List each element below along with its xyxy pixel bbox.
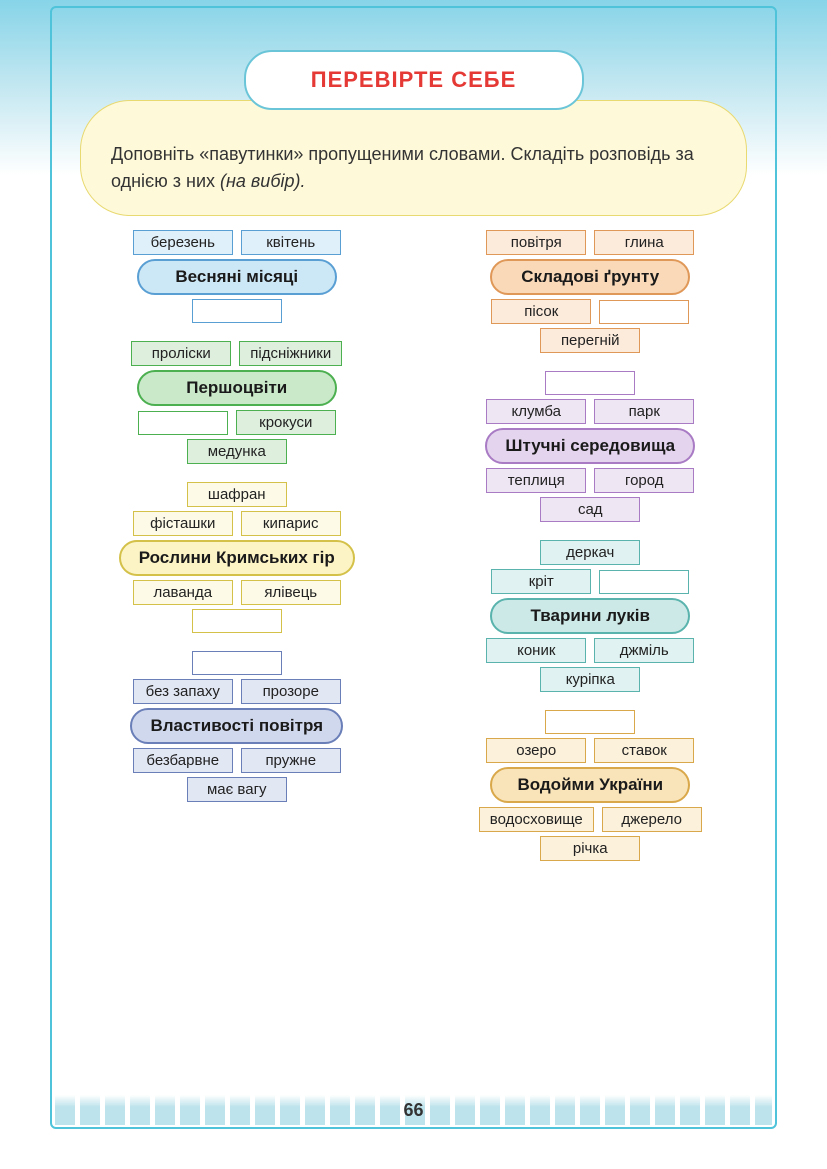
center-node: Складові ґрунту xyxy=(490,259,690,295)
leaf-node: кипарис xyxy=(241,511,341,536)
leaf-row: клумба парк xyxy=(429,399,753,424)
leaf-node-empty xyxy=(545,710,635,734)
leaf-row xyxy=(75,651,399,675)
web: без запаху прозоре Властивості повітря безб… xyxy=(75,651,399,802)
leaf-row: річка xyxy=(429,836,753,861)
leaf-node: джерело xyxy=(602,807,702,832)
center-node: Першоцвіти xyxy=(137,370,337,406)
leaf-node-empty xyxy=(192,609,282,633)
leaf-node-empty xyxy=(545,371,635,395)
column-0: березень квітень Весняні місяці проліски під… xyxy=(75,230,399,1109)
leaf-row: деркач xyxy=(429,540,753,565)
leaf-row: крокуси xyxy=(75,410,399,435)
leaf-row: безбарвне пружне xyxy=(75,748,399,773)
leaf-node: фісташки xyxy=(133,511,233,536)
leaf-row: проліски підсніжники xyxy=(75,341,399,366)
leaf-row: водосховище джерело xyxy=(429,807,753,832)
leaf-node: город xyxy=(594,468,694,493)
leaf-row: має вагу xyxy=(75,777,399,802)
leaf-node: без запаху xyxy=(133,679,233,704)
leaf-node: деркач xyxy=(540,540,640,565)
instruction-em: (на вибір). xyxy=(220,171,305,191)
leaf-node: березень xyxy=(133,230,233,255)
leaf-node: водосховище xyxy=(479,807,594,832)
leaf-node-empty xyxy=(138,411,228,435)
leaf-row: теплиця город xyxy=(429,468,753,493)
leaf-node: крокуси xyxy=(236,410,336,435)
leaf-node: перегній xyxy=(540,328,640,353)
leaf-row: без запаху прозоре xyxy=(75,679,399,704)
leaf-node: шафран xyxy=(187,482,287,507)
column-1: повітря глина Складові ґрунту пісок перегній… xyxy=(429,230,753,1109)
webs-container: березень квітень Весняні місяці проліски під… xyxy=(75,230,752,1109)
leaf-row: шафран xyxy=(75,482,399,507)
leaf-node: повітря xyxy=(486,230,586,255)
leaf-node: підсніжники xyxy=(239,341,342,366)
leaf-node: прозоре xyxy=(241,679,341,704)
leaf-row: куріпка xyxy=(429,667,753,692)
leaf-node: лаванда xyxy=(133,580,233,605)
leaf-node: пісок xyxy=(491,299,591,324)
leaf-row: лаванда ялівець xyxy=(75,580,399,605)
leaf-row: кріт xyxy=(429,569,753,594)
leaf-node-empty xyxy=(192,299,282,323)
leaf-row xyxy=(429,371,753,395)
leaf-node: безбарвне xyxy=(133,748,233,773)
leaf-node: ставок xyxy=(594,738,694,763)
leaf-node: проліски xyxy=(131,341,231,366)
leaf-node: медунка xyxy=(187,439,287,464)
center-node: Тварини луків xyxy=(490,598,690,634)
leaf-node-empty xyxy=(599,300,689,324)
leaf-row xyxy=(75,299,399,323)
page-title: ПЕРЕВІРТЕ СЕБЕ xyxy=(244,50,584,110)
leaf-node: коник xyxy=(486,638,586,663)
leaf-node-empty xyxy=(599,570,689,594)
leaf-node: куріпка xyxy=(540,667,640,692)
leaf-node: кріт xyxy=(491,569,591,594)
instruction-box: Доповніть «павутинки» пропущеними словам… xyxy=(80,100,747,216)
leaf-row: фісташки кипарис xyxy=(75,511,399,536)
leaf-node: джміль xyxy=(594,638,694,663)
leaf-node: пружне xyxy=(241,748,341,773)
center-node: Весняні місяці xyxy=(137,259,337,295)
leaf-node: парк xyxy=(594,399,694,424)
leaf-row: коник джміль xyxy=(429,638,753,663)
center-node: Рослини Кримських гір xyxy=(119,540,355,576)
leaf-row: березень квітень xyxy=(75,230,399,255)
web: клумба парк Штучні середовища теплиця город с… xyxy=(429,371,753,522)
web: проліски підсніжники Першоцвіти крокуси меду… xyxy=(75,341,399,464)
web: озеро ставок Водойми України водосховище дже… xyxy=(429,710,753,861)
leaf-node: річка xyxy=(540,836,640,861)
leaf-node-empty xyxy=(192,651,282,675)
web: шафран фісташки кипарис Рослини Кримських г… xyxy=(75,482,399,633)
leaf-node: теплиця xyxy=(486,468,586,493)
instruction-text: Доповніть «павутинки» пропущеними словам… xyxy=(111,144,694,191)
page-number: 66 xyxy=(403,1100,423,1121)
leaf-row xyxy=(75,609,399,633)
leaf-node: клумба xyxy=(486,399,586,424)
leaf-row xyxy=(429,710,753,734)
leaf-node: сад xyxy=(540,497,640,522)
leaf-node: глина xyxy=(594,230,694,255)
leaf-row: сад xyxy=(429,497,753,522)
leaf-row: перегній xyxy=(429,328,753,353)
leaf-node: озеро xyxy=(486,738,586,763)
web: деркач кріт Тварини луків коник джміль куріпк… xyxy=(429,540,753,692)
leaf-node: квітень xyxy=(241,230,341,255)
leaf-node: ялівець xyxy=(241,580,341,605)
web: березень квітень Весняні місяці xyxy=(75,230,399,323)
leaf-node: має вагу xyxy=(187,777,287,802)
leaf-row: пісок xyxy=(429,299,753,324)
leaf-row: повітря глина xyxy=(429,230,753,255)
center-node: Властивості повітря xyxy=(130,708,343,744)
center-node: Штучні середовища xyxy=(485,428,695,464)
leaf-row: озеро ставок xyxy=(429,738,753,763)
web: повітря глина Складові ґрунту пісок перегній xyxy=(429,230,753,353)
leaf-row: медунка xyxy=(75,439,399,464)
center-node: Водойми України xyxy=(490,767,690,803)
